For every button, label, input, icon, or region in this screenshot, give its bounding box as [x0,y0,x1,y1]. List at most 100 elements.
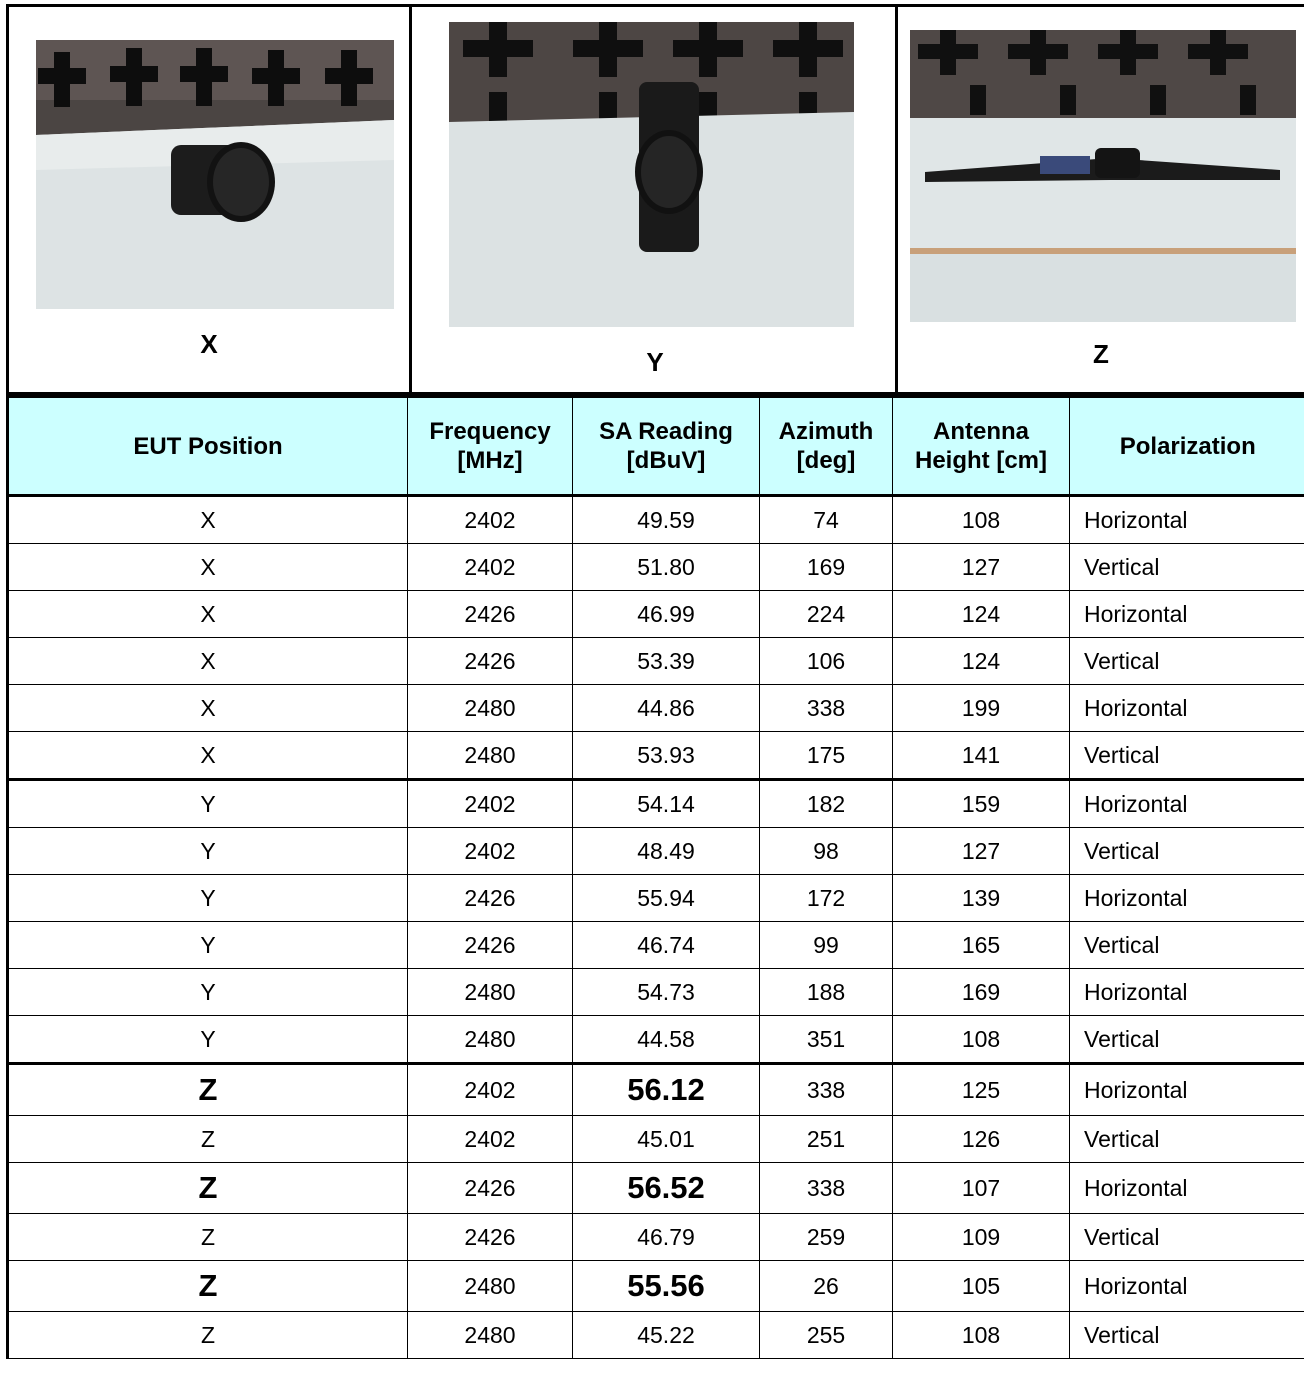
cell-frequency: 2480 [407,968,573,1016]
cell-polarization: Vertical [1069,921,1304,969]
cell-position: Z [6,1115,408,1163]
cell-frequency: 2480 [407,1015,573,1064]
header-frequency: Frequency [MHz] [407,395,573,497]
cell-polarization: Vertical [1069,1115,1304,1163]
table-row: Y 2426 46.74 99 165 Vertical [6,921,1304,969]
header-polarization: Polarization [1069,395,1304,497]
cell-azimuth: 224 [759,590,893,638]
table-row: Z 2480 45.22 255 108 Vertical [6,1311,1304,1359]
cell-azimuth: 188 [759,968,893,1016]
cell-azimuth: 106 [759,637,893,685]
cell-polarization: Horizontal [1069,968,1304,1016]
table-row: Y 2480 54.73 188 169 Horizontal [6,968,1304,1016]
cell-polarization: Vertical [1069,731,1304,780]
cell-sa-reading: 46.74 [572,921,760,969]
cell-frequency: 2480 [407,684,573,732]
photo-label-x: X [200,329,218,359]
cell-antenna-height: 165 [892,921,1070,969]
cell-position: Z [6,1062,408,1116]
cell-polarization: Horizontal [1069,1260,1304,1312]
cell-frequency: 2402 [407,1115,573,1163]
cell-polarization: Horizontal [1069,778,1304,828]
cell-antenna-height: 108 [892,1311,1070,1359]
cell-antenna-height: 125 [892,1062,1070,1116]
cell-position: Y [6,921,408,969]
cell-sa-reading: 51.80 [572,543,760,591]
photo-cell-z: Z [895,7,1304,392]
cell-frequency: 2426 [407,921,573,969]
cell-polarization: Vertical [1069,827,1304,875]
table-row: Z 2480 55.56 26 105 Horizontal [6,1260,1304,1312]
cell-antenna-height: 124 [892,590,1070,638]
cell-azimuth: 98 [759,827,893,875]
cell-position: X [6,543,408,591]
cell-polarization: Vertical [1069,637,1304,685]
cell-azimuth: 259 [759,1213,893,1261]
cell-antenna-height: 159 [892,778,1070,828]
cell-position: X [6,731,408,780]
cell-polarization: Vertical [1069,1015,1304,1064]
cell-position: Z [6,1213,408,1261]
header-eut-position: EUT Position [6,395,408,497]
cell-polarization: Horizontal [1069,684,1304,732]
cell-polarization: Vertical [1069,1213,1304,1261]
eut-photo-x [36,40,394,309]
cell-frequency: 2402 [407,778,573,828]
cell-azimuth: 172 [759,874,893,922]
cell-frequency: 2480 [407,731,573,780]
cell-azimuth: 338 [759,1062,893,1116]
cell-azimuth: 255 [759,1311,893,1359]
cell-polarization: Vertical [1069,543,1304,591]
cell-position: Z [6,1260,408,1312]
cell-azimuth: 26 [759,1260,893,1312]
cell-polarization: Horizontal [1069,590,1304,638]
cell-antenna-height: 126 [892,1115,1070,1163]
cell-antenna-height: 124 [892,637,1070,685]
cell-position: Z [6,1311,408,1359]
cell-position: Y [6,827,408,875]
table-row: Y 2402 54.14 182 159 Horizontal [6,778,1304,828]
cell-sa-reading: 55.94 [572,874,760,922]
header-azimuth: Azimuth [deg] [759,395,893,497]
cell-polarization: Horizontal [1069,1062,1304,1116]
radiated-emissions-table: EUT Position Frequency [MHz] SA Reading [d… [6,395,1304,1359]
cell-position: Y [6,968,408,1016]
table-row: Z 2426 46.79 259 109 Vertical [6,1213,1304,1261]
cell-azimuth: 99 [759,921,893,969]
cell-sa-reading: 53.39 [572,637,760,685]
cell-antenna-height: 127 [892,827,1070,875]
table-row: X 2480 53.93 175 141 Vertical [6,731,1304,780]
cell-sa-reading: 56.52 [572,1162,760,1214]
cell-antenna-height: 107 [892,1162,1070,1214]
cell-sa-reading: 53.93 [572,731,760,780]
cell-position: Y [6,874,408,922]
cell-sa-reading: 54.14 [572,778,760,828]
cell-position: X [6,495,408,544]
cell-azimuth: 338 [759,1162,893,1214]
table-row: Y 2426 55.94 172 139 Horizontal [6,874,1304,922]
cell-polarization: Vertical [1069,1311,1304,1359]
cell-antenna-height: 169 [892,968,1070,1016]
cell-position: X [6,637,408,685]
cell-position: Y [6,1015,408,1064]
header-sa-reading: SA Reading [dBuV] [572,395,760,497]
cell-antenna-height: 141 [892,731,1070,780]
table-row: Y 2402 48.49 98 127 Vertical [6,827,1304,875]
cell-frequency: 2480 [407,1311,573,1359]
table-row: X 2402 51.80 169 127 Vertical [6,543,1304,591]
eut-photo-z [910,30,1296,322]
cell-azimuth: 175 [759,731,893,780]
cell-sa-reading: 49.59 [572,495,760,544]
cell-azimuth: 351 [759,1015,893,1064]
cell-frequency: 2426 [407,1162,573,1214]
cell-frequency: 2426 [407,637,573,685]
cell-frequency: 2426 [407,590,573,638]
cell-azimuth: 338 [759,684,893,732]
cell-antenna-height: 105 [892,1260,1070,1312]
cell-polarization: Horizontal [1069,495,1304,544]
cell-polarization: Horizontal [1069,1162,1304,1214]
photo-label-y: Y [646,347,664,377]
photo-cell-y: Y [409,7,898,392]
cell-antenna-height: 139 [892,874,1070,922]
cell-sa-reading: 45.01 [572,1115,760,1163]
